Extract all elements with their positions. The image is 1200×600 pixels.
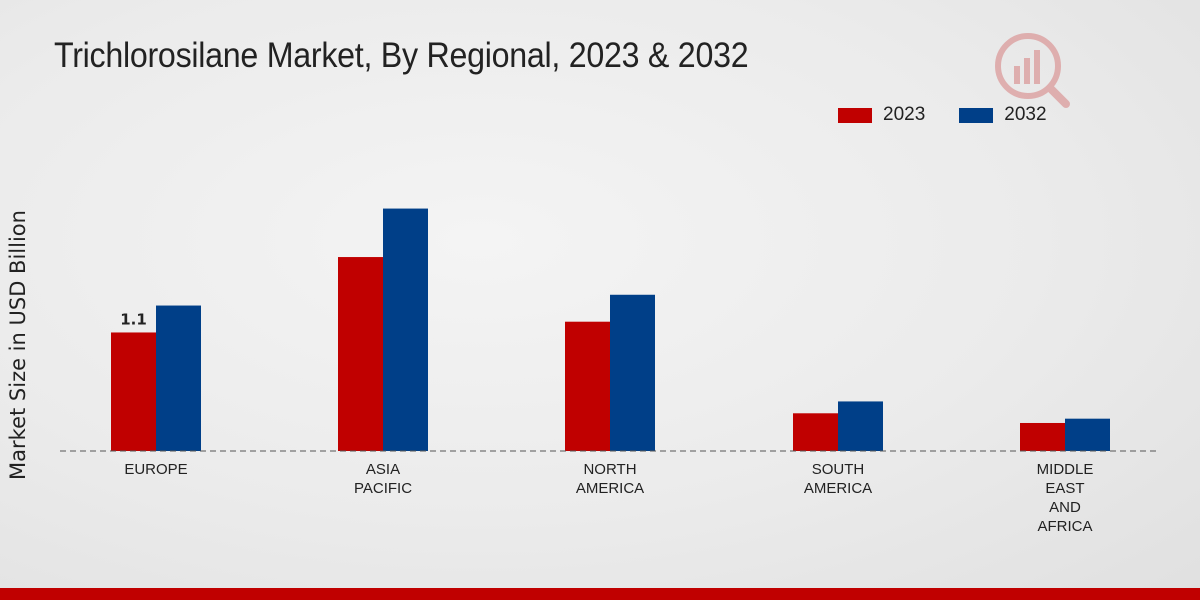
x-tick-label-asia-pacific: ASIA PACIFIC	[354, 461, 412, 497]
legend-label-2023: 2023	[883, 104, 926, 125]
bottom-accent-bar	[0, 588, 1200, 600]
bar-2032-north-america	[610, 294, 655, 451]
bar-2023-asia-pacific	[338, 257, 383, 451]
x-tick-label-north-america: NORTH AMERICA	[576, 461, 644, 497]
legend-item-2023: 2023	[838, 104, 925, 126]
legend-swatch-2023	[838, 107, 872, 123]
x-tick-label-south-america: SOUTH AMERICA	[804, 461, 872, 497]
bar-2023-middle-east-and-africa	[1020, 422, 1065, 451]
legend-item-2032: 2032	[959, 104, 1047, 126]
data-label-europe-2023: 1.1	[120, 310, 147, 328]
x-tick-label-middle-east-and-africa: MIDDLE EAST AND AFRICA	[1037, 461, 1094, 535]
bar-2032-asia-pacific	[383, 208, 428, 451]
chart-title: Trichlorosilane Market, By Regional, 202…	[54, 36, 749, 75]
bar-2032-middle-east-and-africa	[1065, 418, 1110, 451]
bar-2032-south-america	[838, 401, 883, 451]
legend: 2023 2032	[838, 104, 1081, 126]
bar-2023-south-america	[793, 413, 838, 451]
bar-2023-europe	[111, 332, 156, 451]
legend-swatch-2032	[959, 107, 994, 123]
legend-label-2032: 2032	[1004, 104, 1047, 125]
bar-2032-europe	[156, 305, 201, 451]
x-tick-label-europe: EUROPE	[124, 461, 187, 478]
watermark-logo-icon	[995, 33, 1070, 108]
bar-2023-north-america	[565, 321, 610, 451]
